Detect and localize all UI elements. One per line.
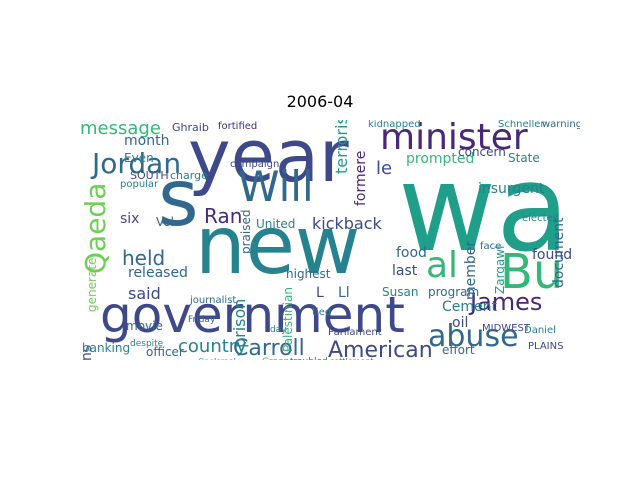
- cloud-word: PLAINS: [528, 341, 564, 352]
- cloud-word: Bu: [500, 244, 564, 300]
- cloud-word: month: [124, 133, 170, 149]
- cloud-word: formere: [353, 150, 369, 206]
- cloud-word: program: [428, 285, 480, 299]
- cloud-word: six: [120, 211, 140, 227]
- cloud-word: concern: [458, 145, 506, 159]
- cloud-word: minister: [380, 120, 528, 158]
- cloud-word: Susan: [382, 285, 419, 299]
- cloud-word: oil: [452, 315, 469, 331]
- cloud-word: United: [256, 217, 296, 231]
- cloud-word: effort: [442, 343, 475, 357]
- cloud-word: Ran: [204, 204, 243, 228]
- cloud-word: terrorist: [332, 120, 351, 174]
- cloud-word: American: [328, 338, 433, 361]
- cloud-word: insurgent: [478, 181, 545, 197]
- cloud-word: MIDWEST: [482, 323, 530, 334]
- cloud-word: Will: [238, 162, 314, 211]
- cloud-word: le: [376, 158, 393, 179]
- cloud-word: warning: [542, 120, 580, 130]
- cloud-word: officer: [146, 345, 184, 359]
- cloud-word: highest: [286, 267, 331, 281]
- cloud-word: tied: [312, 307, 332, 318]
- cloud-word: Ll: [338, 285, 350, 301]
- cloud-word: SOUTH: [130, 169, 169, 182]
- chart-title: 2006-04: [286, 92, 354, 111]
- cloud-word: despite: [130, 339, 164, 349]
- cloud-word: abuse: [428, 319, 519, 354]
- cloud-word: Jordan: [92, 147, 182, 180]
- cloud-word: Friday: [188, 315, 216, 325]
- cloud-word: Green: [262, 358, 289, 361]
- cloud-word: wa: [398, 140, 570, 279]
- cloud-word: State: [508, 151, 540, 165]
- cloud-word: al: [426, 245, 459, 286]
- cloud-word: member: [463, 240, 479, 300]
- cloud-word: Israel: [214, 358, 236, 361]
- cloud-word: Schneller: [498, 120, 545, 130]
- cloud-word: s: [158, 154, 199, 244]
- cloud-word: government: [100, 286, 405, 344]
- cloud-word: praised: [239, 209, 253, 255]
- cloud-word: L: [316, 285, 324, 301]
- cloud-word: prompted: [406, 151, 475, 167]
- cloud-word: troubled: [290, 358, 328, 361]
- cloud-word: James: [470, 288, 543, 316]
- cloud-word: generate: [85, 257, 99, 312]
- cloud-word: face: [480, 241, 502, 252]
- cloud-word: food: [396, 245, 427, 261]
- cloud-word: last: [392, 263, 418, 279]
- cloud-word: found: [532, 247, 573, 263]
- cloud-word: Palestinian: [281, 287, 295, 352]
- cloud-word: One: [198, 358, 214, 361]
- cloud-word: Carroll: [233, 336, 305, 360]
- cloud-word: Parliament: [328, 327, 382, 338]
- cloud-word: movie: [126, 319, 163, 333]
- cloud-word: Ghraib: [172, 121, 209, 134]
- cloud-word: settlement: [330, 358, 373, 361]
- cloud-word: year: [188, 120, 349, 198]
- cloud-word: elected: [522, 213, 560, 224]
- cloud-word: new: [195, 199, 361, 292]
- cloud-word: held: [122, 246, 166, 270]
- cloud-word: released: [128, 265, 188, 281]
- cloud-word: said: [128, 284, 161, 303]
- cloud-word: Even: [124, 151, 154, 165]
- cloud-word: day: [270, 325, 287, 335]
- cloud-word: Zarqawi: [493, 245, 507, 294]
- cloud-word: kickback: [312, 214, 382, 233]
- cloud-word: banking: [82, 341, 131, 355]
- cloud-word: kidnapped: [368, 120, 421, 130]
- word-cloud: wa new year s government Bu minister Will abuse a…: [80, 120, 580, 360]
- cloud-word: journalist: [190, 295, 237, 306]
- cloud-word: country: [178, 336, 247, 357]
- cloud-word: charge: [170, 169, 208, 182]
- cloud-word: Daniel: [524, 325, 556, 336]
- cloud-word: message: [80, 120, 161, 139]
- cloud-word: Vol: [156, 215, 174, 229]
- cloud-word: fortified: [218, 121, 258, 132]
- cloud-word: popular: [120, 179, 159, 190]
- cloud-word: Cement: [442, 299, 498, 315]
- cloud-word: campaign: [230, 159, 280, 170]
